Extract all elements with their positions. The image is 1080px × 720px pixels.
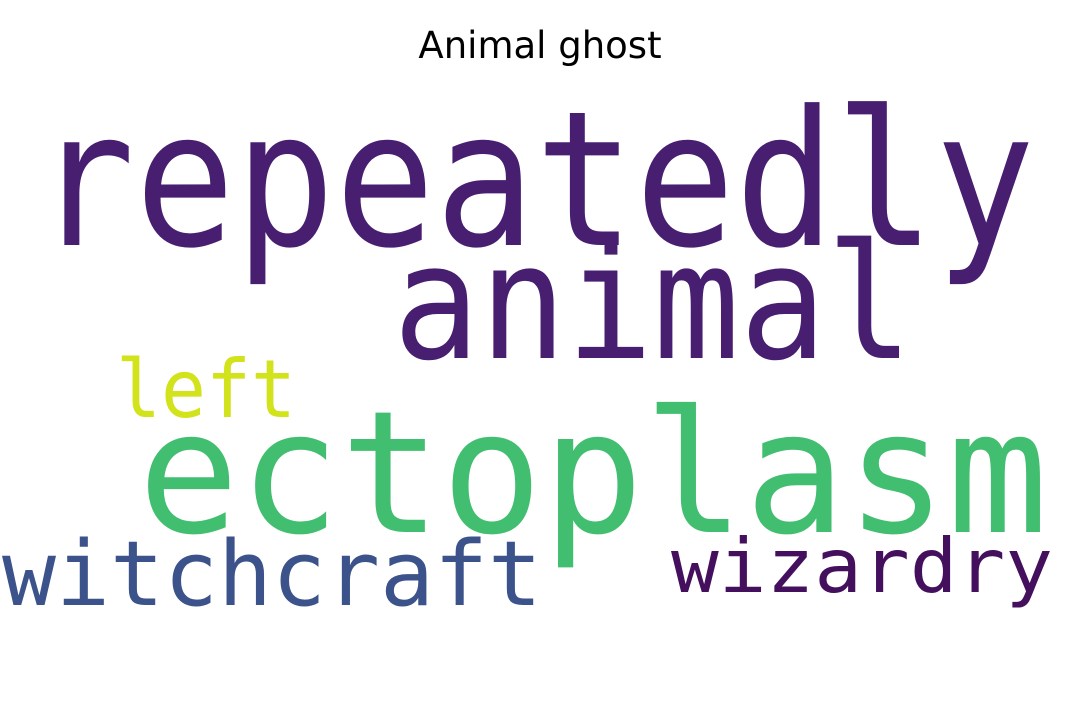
word-witchcraft: witchcraft (2, 522, 542, 627)
word-wizardry: wizardry (671, 522, 1053, 610)
page-title: Animal ghost (418, 24, 662, 67)
word-animal: animal (393, 209, 913, 396)
word-left: left (116, 343, 296, 436)
word-ectoplasm: ectoplasm (138, 375, 1048, 573)
word-repeatedly: repeatedly (35, 71, 1035, 290)
